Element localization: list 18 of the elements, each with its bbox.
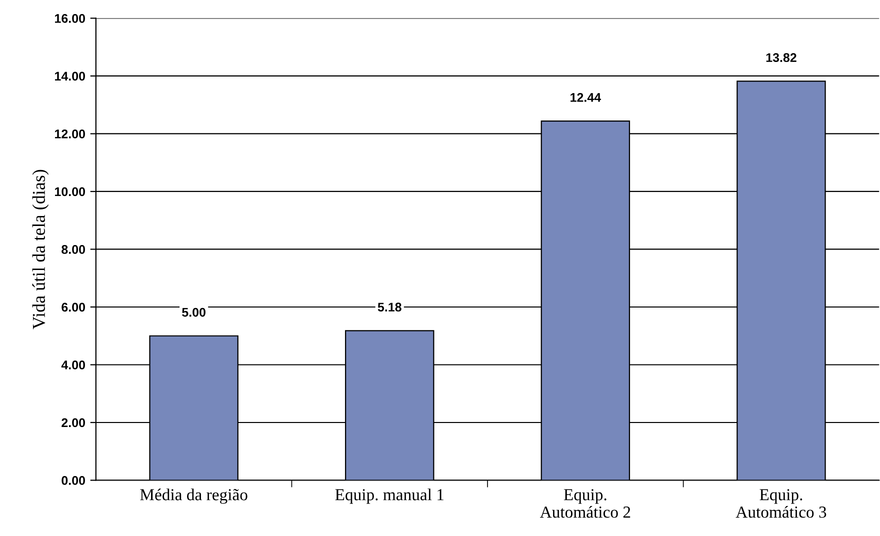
y-tick-label: 16.00	[55, 14, 85, 23]
y-tick-label: 4.00	[61, 360, 85, 370]
y-tick-label: 12.00	[55, 130, 85, 138]
y-tick-label: 8.00	[62, 245, 85, 254]
y-axis-title: Vida útil da tela (dias)	[32, 170, 49, 330]
x-tick-label: Equip. manual 1	[335, 488, 444, 504]
y-tick-label: 2.00	[62, 418, 85, 428]
x-tick-label: Equip. Automático 2	[540, 489, 630, 518]
x-tick-label: Média da região	[140, 488, 248, 504]
data-label: 13.82	[766, 53, 796, 62]
y-tick-label: 14.00	[55, 72, 85, 81]
y-tick-label: 0.00	[62, 476, 85, 485]
x-tick-label: Equip. Automático 3	[736, 489, 826, 518]
data-label: 5.00	[182, 308, 206, 317]
y-tick-label: 10.00	[55, 187, 85, 196]
data-label: 5.18	[378, 302, 402, 312]
y-tick-label: 6.00	[62, 302, 85, 312]
data-label: 12.44	[570, 93, 601, 102]
